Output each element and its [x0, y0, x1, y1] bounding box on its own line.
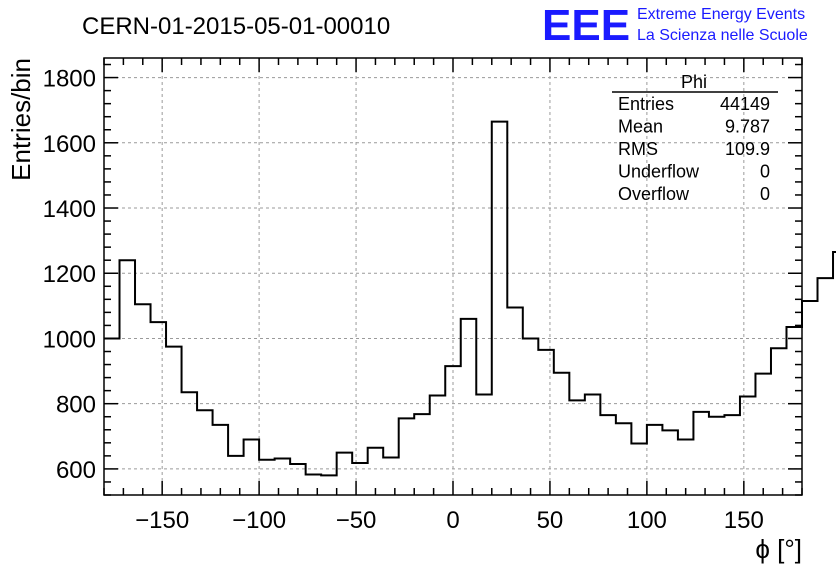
stats-row-label: RMS	[618, 139, 658, 159]
x-tick-label: 100	[627, 507, 667, 534]
x-tick-label: −100	[232, 507, 286, 534]
chart-title: CERN-01-2015-05-01-00010	[82, 13, 390, 40]
x-tick-label: −50	[336, 507, 377, 534]
y-tick-label: 800	[56, 392, 96, 419]
stats-row-label: Entries	[618, 94, 674, 114]
stats-box: Phi Entries 44149 Mean 9.787 RMS 109.9 Underfl…	[612, 72, 778, 204]
x-tick-label: 0	[446, 507, 459, 534]
logo-text: EEE	[542, 1, 630, 50]
y-tick-label: 1400	[43, 196, 96, 223]
x-axis-label: ϕ [°]	[755, 534, 802, 564]
y-tick-label: 1800	[43, 66, 96, 93]
eee-logo: EEE Extreme Energy Events La Scienza nel…	[542, 1, 808, 50]
stats-row-label: Underflow	[618, 162, 700, 182]
stats-row-value: 9.787	[725, 117, 770, 137]
stats-row-label: Overflow	[618, 184, 690, 204]
histogram-line	[104, 120, 836, 477]
grid	[104, 58, 802, 495]
stats-row-value: 0	[760, 184, 770, 204]
stats-row-label: Mean	[618, 117, 663, 137]
logo-line1: Extreme Energy Events	[637, 6, 805, 23]
axes: −150 −100 −50 0 50 100 150 600 800 1000 1200 1400 16…	[43, 58, 803, 534]
logo-line2: La Scienza nelle Scuole	[637, 27, 808, 44]
y-tick-label: 1600	[43, 131, 96, 158]
x-tick-label: 150	[724, 507, 764, 534]
x-tick-label: 50	[537, 507, 564, 534]
y-axis-label: Entries/bin	[6, 58, 36, 181]
stats-row-value: 109.9	[725, 139, 770, 159]
y-tick-label: 1000	[43, 326, 96, 353]
stats-row-value: 44149	[720, 94, 770, 114]
y-tick-label: 600	[56, 457, 96, 484]
stats-row-value: 0	[760, 162, 770, 182]
stats-title: Phi	[681, 72, 707, 92]
x-tick-label: −150	[135, 507, 189, 534]
y-tick-label: 1200	[43, 261, 96, 288]
